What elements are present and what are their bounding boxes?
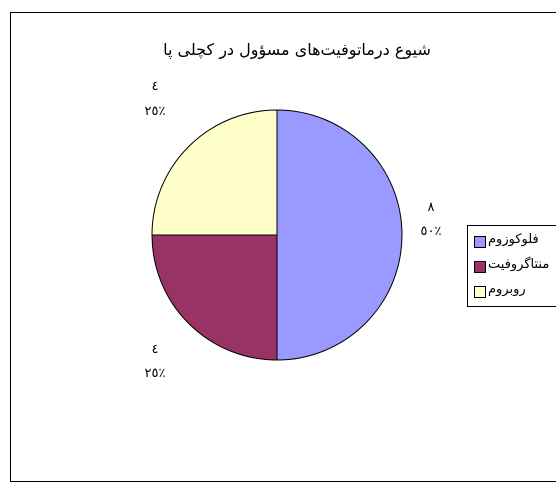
chart-title: شیوع درماتوفیت‌های مسؤول در کچلی پا bbox=[163, 40, 431, 60]
legend-label: فلوکوزوم bbox=[488, 232, 539, 247]
pie-slice bbox=[151, 234, 278, 361]
legend-swatch bbox=[474, 261, 486, 273]
legend-item: فلوکوزوم bbox=[474, 232, 556, 250]
chart-frame: شیوع درماتوفیت‌های مسؤول در کچلی پا ٨ ٥٠٪… bbox=[10, 12, 556, 482]
data-label-percent: ٥٠٪ bbox=[421, 224, 442, 239]
data-label-percent: ٢٥٪ bbox=[145, 366, 166, 381]
legend-item: منتاگروفیت bbox=[474, 257, 556, 275]
legend-swatch bbox=[474, 286, 486, 298]
pie-slice bbox=[151, 109, 278, 236]
legend-label: منتاگروفیت bbox=[488, 257, 550, 272]
data-label-value: ٤ bbox=[152, 342, 159, 357]
legend-swatch bbox=[474, 236, 486, 248]
data-label-value: ٨ bbox=[428, 200, 435, 215]
data-label-percent: ٢٥٪ bbox=[145, 104, 166, 119]
pie-chart: شیوع درماتوفیت‌های مسؤول در کچلی پا ٨ ٥٠٪… bbox=[145, 40, 442, 381]
pie-slice bbox=[276, 109, 403, 361]
legend-item: روبروم bbox=[474, 282, 556, 300]
legend: فلوکوزوم منتاگروفیت روبروم bbox=[467, 225, 556, 307]
legend-label: روبروم bbox=[488, 282, 526, 297]
data-label-value: ٤ bbox=[152, 79, 159, 94]
